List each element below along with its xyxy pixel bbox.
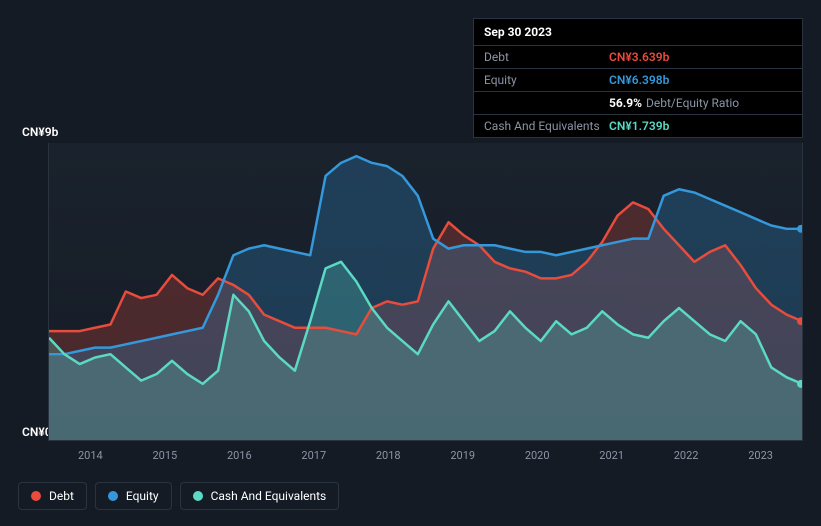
tooltip-label: [484, 96, 609, 110]
tooltip-row-equity: Equity CN¥6.398b: [474, 69, 802, 92]
chart-svg: [49, 143, 802, 440]
legend-dot-icon: [31, 491, 41, 501]
x-tick-label: 2019: [450, 449, 475, 462]
tooltip-row-ratio: 56.9% Debt/Equity Ratio: [474, 92, 802, 115]
data-tooltip: Sep 30 2023 Debt CN¥3.639b Equity CN¥6.3…: [473, 18, 803, 138]
tooltip-row-debt: Debt CN¥3.639b: [474, 46, 802, 69]
x-tick-label: 2018: [376, 449, 401, 462]
x-tick-label: 2020: [525, 449, 550, 462]
x-tick-label: 2016: [227, 449, 252, 462]
tooltip-ratio: 56.9% Debt/Equity Ratio: [609, 96, 739, 110]
legend-label: Equity: [126, 489, 159, 503]
x-tick-label: 2015: [152, 449, 177, 462]
x-tick-label: 2021: [599, 449, 624, 462]
tooltip-ratio-value: 56.9%: [609, 96, 642, 110]
plot-area[interactable]: [48, 143, 803, 441]
y-axis-max-label: CN¥9b: [22, 125, 58, 139]
legend-dot-icon: [108, 491, 118, 501]
legend-dot-icon: [193, 491, 203, 501]
x-tick-label: 2022: [674, 449, 699, 462]
legend-item-equity[interactable]: Equity: [95, 482, 172, 510]
x-tick-label: 2014: [78, 449, 103, 462]
tooltip-value: CN¥6.398b: [609, 73, 669, 87]
x-axis: 2014 2015 2016 2017 2018 2019 2020 2021 2022 2023: [48, 441, 803, 462]
legend-label: Cash And Equivalents: [211, 489, 327, 503]
legend-item-debt[interactable]: Debt: [18, 482, 87, 510]
tooltip-label: Debt: [484, 50, 609, 64]
legend-label: Debt: [49, 489, 74, 503]
tooltip-label: Equity: [484, 73, 609, 87]
x-tick-label: 2023: [748, 449, 773, 462]
legend-item-cash[interactable]: Cash And Equivalents: [180, 482, 340, 510]
tooltip-value: CN¥3.639b: [609, 50, 669, 64]
legend: Debt Equity Cash And Equivalents: [18, 482, 339, 510]
tooltip-ratio-text: Debt/Equity Ratio: [646, 96, 739, 110]
tooltip-date: Sep 30 2023: [474, 19, 802, 46]
x-tick-label: 2017: [301, 449, 326, 462]
chart-container: CN¥9b CN¥0 20142015201620172018201920202…: [18, 125, 803, 465]
